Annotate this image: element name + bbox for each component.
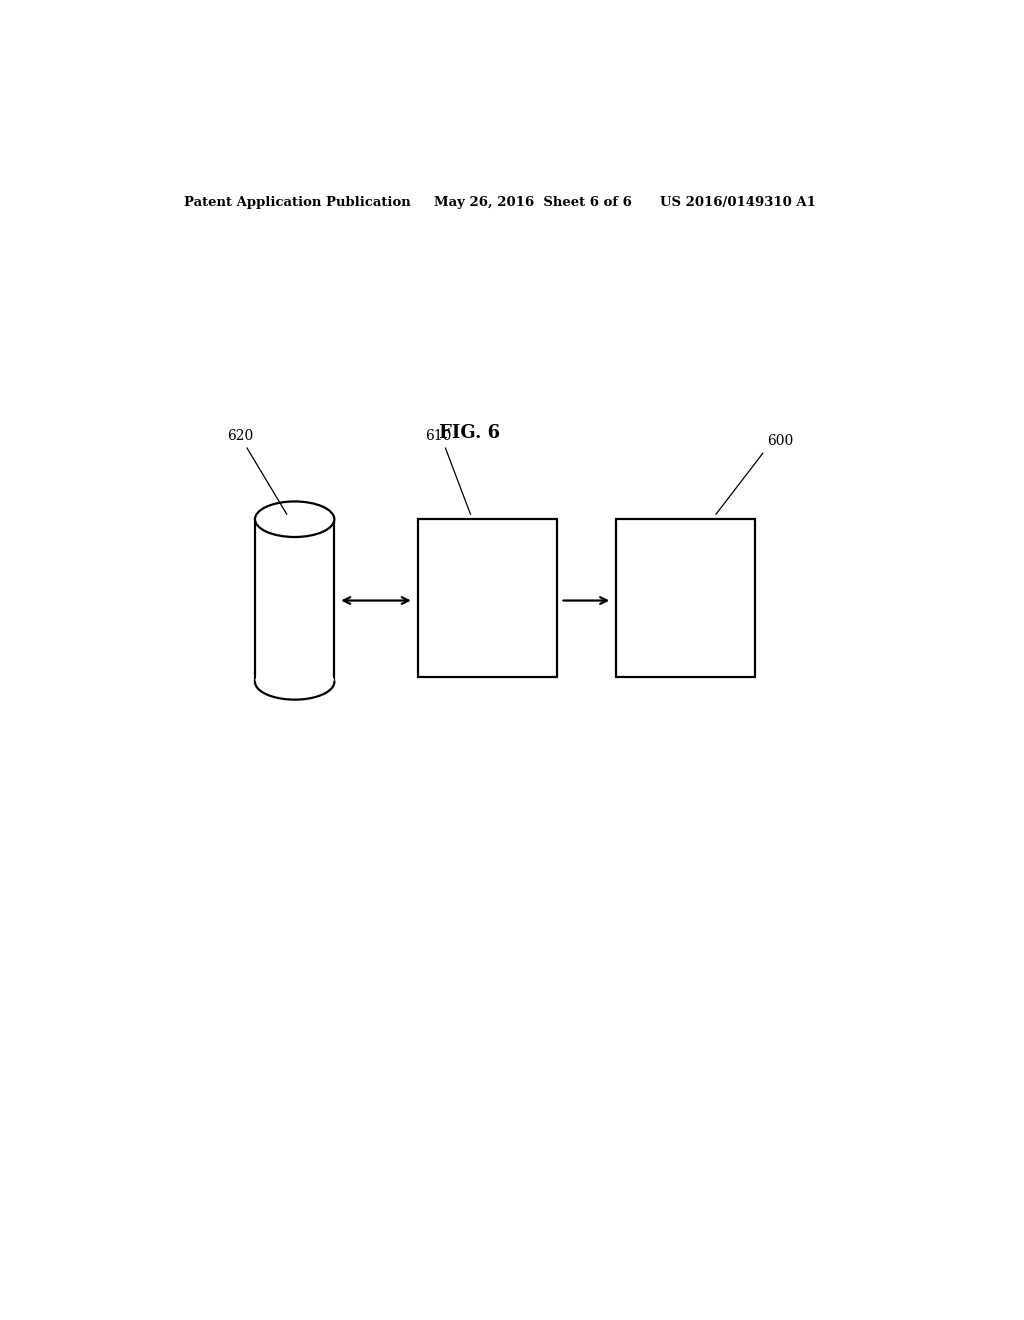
Ellipse shape xyxy=(255,664,334,700)
Text: 600: 600 xyxy=(767,434,794,447)
Text: US 2016/0149310 A1: US 2016/0149310 A1 xyxy=(659,195,815,209)
Text: FIG. 6: FIG. 6 xyxy=(438,424,500,442)
Text: 610: 610 xyxy=(426,429,452,444)
Ellipse shape xyxy=(255,502,334,537)
Bar xyxy=(418,519,557,677)
Bar xyxy=(255,519,334,682)
Bar xyxy=(616,519,755,677)
Text: May 26, 2016  Sheet 6 of 6: May 26, 2016 Sheet 6 of 6 xyxy=(433,195,632,209)
Text: 620: 620 xyxy=(227,429,254,444)
Text: Patent Application Publication: Patent Application Publication xyxy=(183,195,411,209)
